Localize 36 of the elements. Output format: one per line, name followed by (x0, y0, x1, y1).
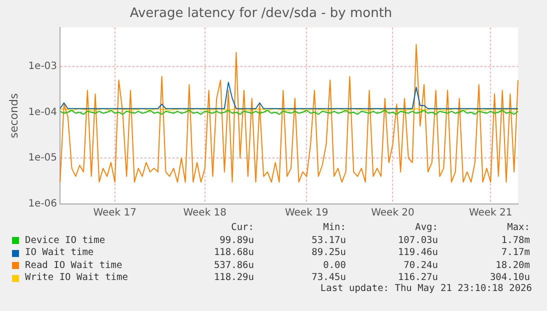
y-tick-label: 1e-03 (28, 60, 58, 72)
text: Last update: Thu May 21 23:10:18 2026 (320, 283, 532, 294)
x-tick-label: Week 19 (284, 208, 328, 219)
text: 304.10u (488, 272, 530, 284)
text: 53.17u (310, 234, 346, 247)
text: 118.29u (212, 272, 254, 284)
text: 1.78m (500, 234, 530, 247)
text: 99.89u (218, 234, 254, 247)
legend-label: Write IO Wait time (25, 272, 128, 284)
text: 119.46u (396, 247, 438, 260)
text: 70.24u (402, 260, 438, 272)
chart-title: Average latency for /dev/sda - by month (130, 6, 392, 22)
text: 73.45u (310, 272, 346, 284)
legend-label: Read IO Wait time (25, 260, 122, 272)
x-tick-label: Week 17 (93, 208, 136, 219)
y-tick-label: 1e-06 (28, 198, 58, 210)
text: Min: (322, 222, 346, 234)
text: Max: (506, 222, 530, 234)
text: Cur: (230, 222, 254, 234)
text: 107.03u (396, 234, 438, 247)
text: 7.17m (500, 247, 530, 260)
y-axis-title: seconds (7, 93, 20, 138)
text: 18.20m (494, 260, 530, 272)
x-tick-label: Week 21 (468, 208, 512, 219)
text: 118.68u (212, 247, 254, 260)
text: 89.25u (310, 247, 346, 260)
text: 116.27u (396, 272, 438, 284)
y-tick-label: 1e-04 (28, 106, 58, 118)
x-tick-label: Week 20 (371, 208, 414, 219)
text: 0.00 (322, 260, 346, 272)
text: 537.86u (212, 260, 254, 272)
text: Avg: (414, 222, 438, 234)
legend-label: IO Wait time (25, 247, 94, 260)
x-tick-label: Week 18 (183, 208, 227, 219)
legend-label: Device IO time (25, 234, 106, 247)
y-tick-label: 1e-05 (28, 152, 58, 164)
